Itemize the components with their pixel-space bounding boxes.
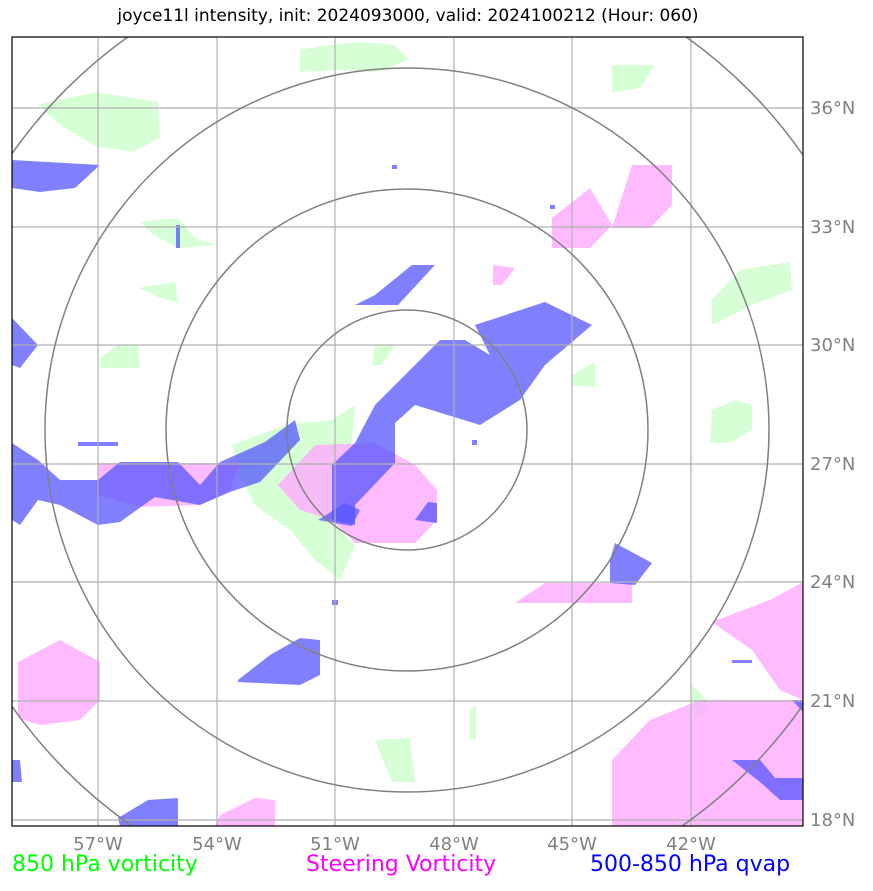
steering-patch (712, 582, 803, 700)
legend-850-vorticity: 850 hPa vorticity (12, 852, 198, 877)
qvap-patch (12, 420, 300, 525)
qvap-patch (118, 798, 178, 826)
vort850-patch (470, 705, 476, 740)
lat-label: 21°N (810, 691, 855, 712)
lon-label: 54°W (192, 834, 242, 855)
qvap-layer (12, 160, 803, 826)
vort850-patch (710, 400, 752, 443)
qvap-patch (732, 760, 803, 800)
vort850-patch (138, 282, 178, 302)
lat-label: 33°N (810, 217, 855, 238)
qvap-patch (12, 318, 38, 368)
vort850-patch (372, 345, 395, 365)
qvap-patch (176, 225, 180, 248)
gridlines (12, 37, 803, 826)
vort850-patch (375, 738, 415, 782)
lat-label: 36°N (810, 98, 855, 119)
lon-label: 45°W (547, 834, 597, 855)
steering-patch (493, 265, 515, 285)
lat-label: 24°N (810, 572, 855, 593)
steering-patch (515, 583, 632, 603)
qvap-patch (415, 502, 437, 523)
lat-label: 30°N (810, 335, 855, 356)
qvap-patch (732, 660, 752, 663)
lon-label: 42°W (666, 834, 716, 855)
steering-patch (18, 640, 100, 725)
lat-tick-labels: 36°N 33°N 30°N 27°N 24°N 21°N 18°N (810, 98, 855, 831)
steering-patch (552, 188, 612, 248)
range-ring-2 (165, 188, 649, 672)
legend-qvap: 500-850 hPa qvap (590, 852, 791, 877)
map-frame (11, 36, 804, 827)
range-ring-1 (286, 309, 528, 551)
lon-label: 48°W (429, 834, 479, 855)
steering-patch (612, 700, 803, 826)
qvap-patch (12, 160, 100, 192)
lat-label: 27°N (810, 454, 855, 475)
qvap-patch (472, 440, 477, 445)
qvap-patch (550, 205, 555, 209)
vort850-patch (572, 362, 595, 387)
vort850-patch (712, 262, 792, 325)
lat-label: 18°N (810, 810, 855, 831)
vort850-patch (612, 65, 655, 92)
legend-steering-vorticity: Steering Vorticity (306, 852, 497, 877)
qvap-patch (332, 302, 592, 525)
qvap-patch (392, 165, 397, 169)
vort850-patch (100, 345, 140, 368)
lon-label: 57°W (73, 834, 123, 855)
map-title: joyce11l intensity, init: 2024093000, va… (117, 6, 699, 26)
qvap-patch (355, 265, 435, 305)
vort850-patch (300, 42, 408, 72)
lon-label: 51°W (310, 834, 360, 855)
range-ring-3 (44, 67, 770, 793)
qvap-patch (238, 638, 320, 685)
qvap-patch (12, 760, 22, 782)
steering-patch (215, 798, 275, 826)
vort850-patch (38, 92, 160, 152)
qvap-patch (610, 543, 652, 585)
steering-patch (612, 165, 672, 228)
lon-tick-labels: 57°W 54°W 51°W 48°W 45°W 42°W (73, 834, 716, 855)
